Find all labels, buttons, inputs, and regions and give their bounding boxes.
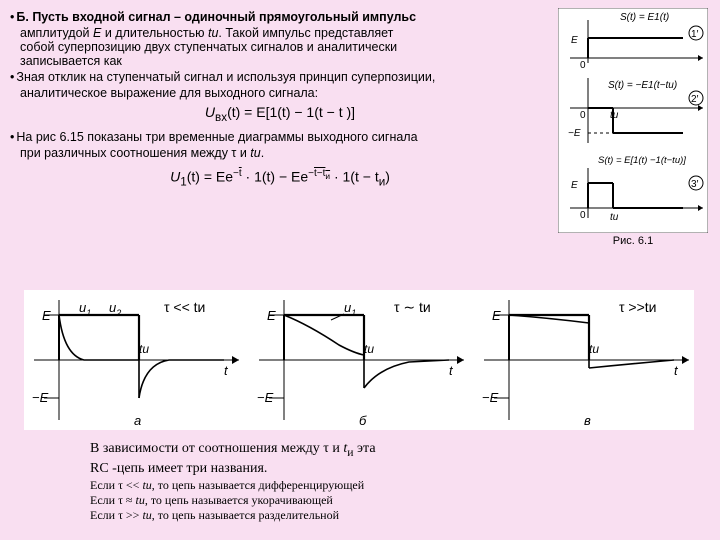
svg-text:0: 0 — [580, 210, 586, 221]
svg-text:0: 0 — [580, 60, 586, 71]
svg-text:tи: tи — [139, 342, 149, 356]
formula-2: U1(t) = Ee−t · 1(t) − Ee−t−tи · 1(t − tи… — [10, 168, 550, 188]
para-1: Б. Пусть входной сигнал – одиночный прям… — [16, 10, 416, 24]
svg-text:tи: tи — [610, 110, 619, 121]
svg-text:tи: tи — [364, 342, 374, 356]
circ-3: 3′ — [691, 179, 699, 190]
fig-caption: Рис. 6.1 — [558, 235, 708, 247]
circ-1: 1′ — [691, 29, 699, 40]
svg-text:E: E — [571, 35, 578, 46]
formula-1: Uвх(t) = E[1(t) − 1(t − t )] — [10, 104, 550, 124]
svg-text:E: E — [571, 180, 578, 191]
para-6: аналитическое выражение для выходного си… — [20, 86, 550, 100]
svg-text:tи: tи — [610, 212, 619, 223]
figure-6-1: S(t) = E1(t) 1′ E 0 S(t) = −E1(t−tи) 2′ … — [558, 8, 708, 247]
para-7a: На рис 6.15 показаны три временные диагр… — [16, 130, 417, 144]
svg-text:τ >>tи: τ >>tи — [619, 299, 656, 315]
svg-text:0: 0 — [580, 110, 586, 121]
fig-eq3: S(t) = E[1(t) −1(t−tи)] — [598, 155, 686, 166]
circ-2: 2′ — [691, 94, 699, 105]
svg-text:б: б — [359, 413, 367, 428]
diagrams-row: E −E u1 u2 τ << tи tи t а E −E — [24, 290, 694, 430]
svg-text:−E: −E — [568, 128, 581, 139]
bottom-text: В зависимости от соотношения между τ и t… — [90, 440, 590, 523]
svg-text:τ << tи: τ << tи — [164, 299, 205, 315]
para-4: записывается как — [20, 54, 550, 68]
svg-text:а: а — [134, 413, 141, 428]
svg-text:в: в — [584, 413, 591, 428]
para-2: амплитудой Е и длительностью tи. Такой и… — [20, 26, 550, 40]
svg-text:tи: tи — [589, 342, 599, 356]
para-5: Зная отклик на ступенчатый сигнал и испо… — [16, 70, 435, 84]
para-3: собой суперпозицию двух ступенчатых сигн… — [20, 40, 550, 54]
svg-text:t: t — [224, 363, 229, 378]
svg-text:t: t — [449, 363, 454, 378]
fig-eq2: S(t) = −E1(t−tи) — [608, 80, 677, 91]
fig-eq1: S(t) = E1(t) — [620, 12, 669, 23]
svg-text:τ ∼ tи: τ ∼ tи — [394, 299, 431, 315]
main-text: •Б. Пусть входной сигнал – одиночный пря… — [0, 0, 560, 188]
svg-text:t: t — [674, 363, 679, 378]
para-7b: при различных соотношения между τ и tи. — [20, 146, 550, 160]
